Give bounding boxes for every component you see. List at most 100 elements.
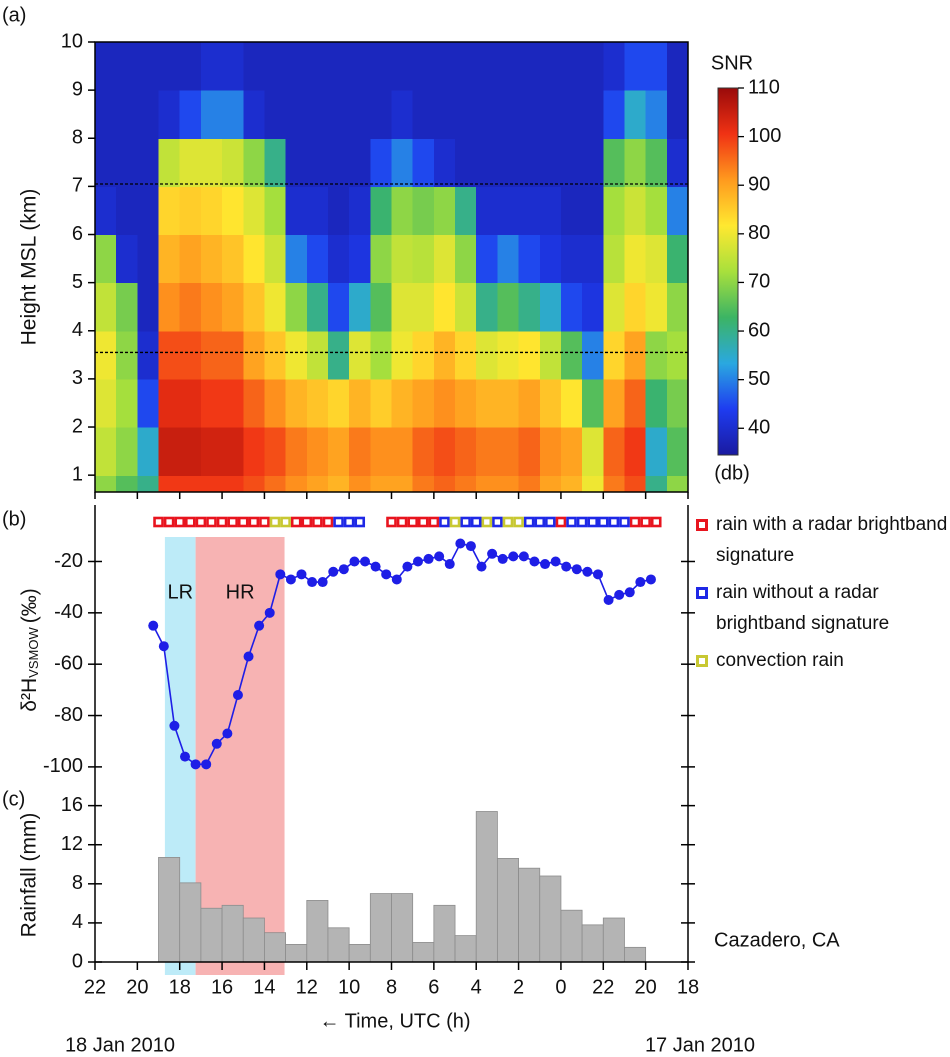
heatmap-cell [327, 138, 350, 187]
data-point [360, 556, 371, 567]
heatmap-cell [391, 282, 414, 332]
heatmap-cell [179, 282, 202, 332]
bar [264, 932, 287, 963]
data-point [264, 607, 275, 618]
heatmap-cell [179, 427, 202, 476]
y-axis-label-subscript: VSMOW [26, 627, 41, 678]
heatmap-cell [370, 427, 393, 476]
rain-type-marker [163, 516, 175, 528]
heatmap-cell [137, 42, 160, 91]
heatmap-cell [582, 282, 604, 332]
heatmap-cell [497, 475, 520, 493]
bar [496, 858, 519, 963]
rain-type-marker [566, 516, 577, 528]
heatmap-cell [179, 42, 202, 91]
heatmap-cell [455, 330, 477, 380]
heatmap-cell [179, 234, 202, 284]
x-tick-label: 20 [126, 976, 148, 998]
legend-item: convection rain [696, 645, 948, 676]
heatmap-cell [158, 330, 181, 380]
heatmap-cell [560, 42, 583, 91]
heatmap-cell [116, 330, 138, 380]
heatmap-cell [497, 330, 520, 380]
x-tick-label: 12 [296, 976, 318, 998]
x-tick-label: 2 [513, 976, 524, 998]
heatmap-cell [476, 330, 498, 380]
heatmap-cell [455, 475, 477, 493]
heatmap-cell [285, 282, 308, 332]
y-tick-label: -40 [54, 601, 83, 623]
y-axis-label-symbol: δ²H [18, 678, 41, 712]
annotation: Cazadero, CA [714, 929, 840, 951]
heatmap-cell [306, 138, 329, 187]
colorbar-tick-label: 70 [748, 271, 770, 293]
heatmap-cell [539, 330, 562, 380]
heatmap-cell [603, 475, 626, 493]
heatmap-cell [560, 138, 583, 187]
rain-type-marker [460, 516, 471, 528]
rain-type-marker [629, 516, 641, 528]
heatmap-cell [243, 378, 266, 428]
heatmap-cell [518, 186, 541, 236]
heatmap-cell [222, 330, 244, 380]
rain-type-marker [354, 516, 366, 528]
heatmap-cell [222, 42, 244, 91]
heatmap-cell [603, 282, 626, 332]
heatmap-cell [285, 186, 308, 236]
heatmap-cell [582, 475, 604, 493]
data-point [232, 690, 243, 700]
heatmap-cell [327, 282, 350, 332]
data-point [529, 556, 540, 567]
heatmap-cell [264, 282, 287, 332]
heatmap-cell [116, 234, 138, 284]
heatmap-cell [560, 282, 583, 332]
heatmap-cell [539, 138, 562, 187]
heatmap-cell [264, 330, 287, 380]
heatmap-cell [645, 330, 668, 380]
heatmap-cell [412, 427, 435, 476]
rain-type-marker [237, 516, 249, 528]
heatmap-cell [603, 427, 626, 476]
heatmap-cell [518, 475, 541, 493]
rain-type-marker [206, 516, 217, 528]
heatmap-cell [327, 330, 350, 380]
heatmap-cell [391, 186, 414, 236]
heatmap-cell [518, 330, 541, 380]
heatmap-cell [666, 330, 689, 380]
heatmap-cell [264, 90, 287, 139]
heatmap-cell [222, 90, 244, 139]
heatmap-cell [645, 234, 668, 284]
heatmap-cell [518, 427, 541, 476]
rain-type-marker [174, 516, 186, 528]
heatmap-cell [158, 282, 181, 332]
heatmap-cell [455, 42, 477, 91]
heatmap-cell [137, 378, 160, 428]
data-point [307, 577, 318, 588]
y-tick-label: 5 [72, 271, 83, 293]
heatmap-cell [433, 282, 456, 332]
heatmap-cell [497, 90, 520, 139]
heatmap-cell [433, 90, 456, 139]
heatmap-cell [158, 138, 181, 187]
heatmap-cell [179, 90, 202, 139]
heatmap-cell [370, 475, 393, 493]
rain-type-marker [216, 516, 228, 528]
heatmap-cell [582, 42, 604, 91]
legend-item: rain with a radar brightband signature [696, 509, 948, 571]
rain-type-marker [513, 516, 524, 528]
heatmap-cell [539, 427, 562, 476]
y-tick-label: 4 [72, 319, 83, 341]
heatmap-cell [243, 234, 266, 284]
heatmap-cell [285, 138, 308, 187]
heatmap-cell [370, 42, 393, 91]
heatmap-cell [560, 90, 583, 139]
heatmap-cell [624, 475, 647, 493]
heatmap-cell [539, 90, 562, 139]
heatmap-cell [582, 138, 604, 187]
heatmap-cell [518, 234, 541, 284]
data-point [317, 577, 328, 588]
data-point [158, 641, 169, 652]
data-point [169, 720, 180, 731]
heatmap-cell [222, 378, 244, 428]
heatmap-cell [412, 378, 435, 428]
